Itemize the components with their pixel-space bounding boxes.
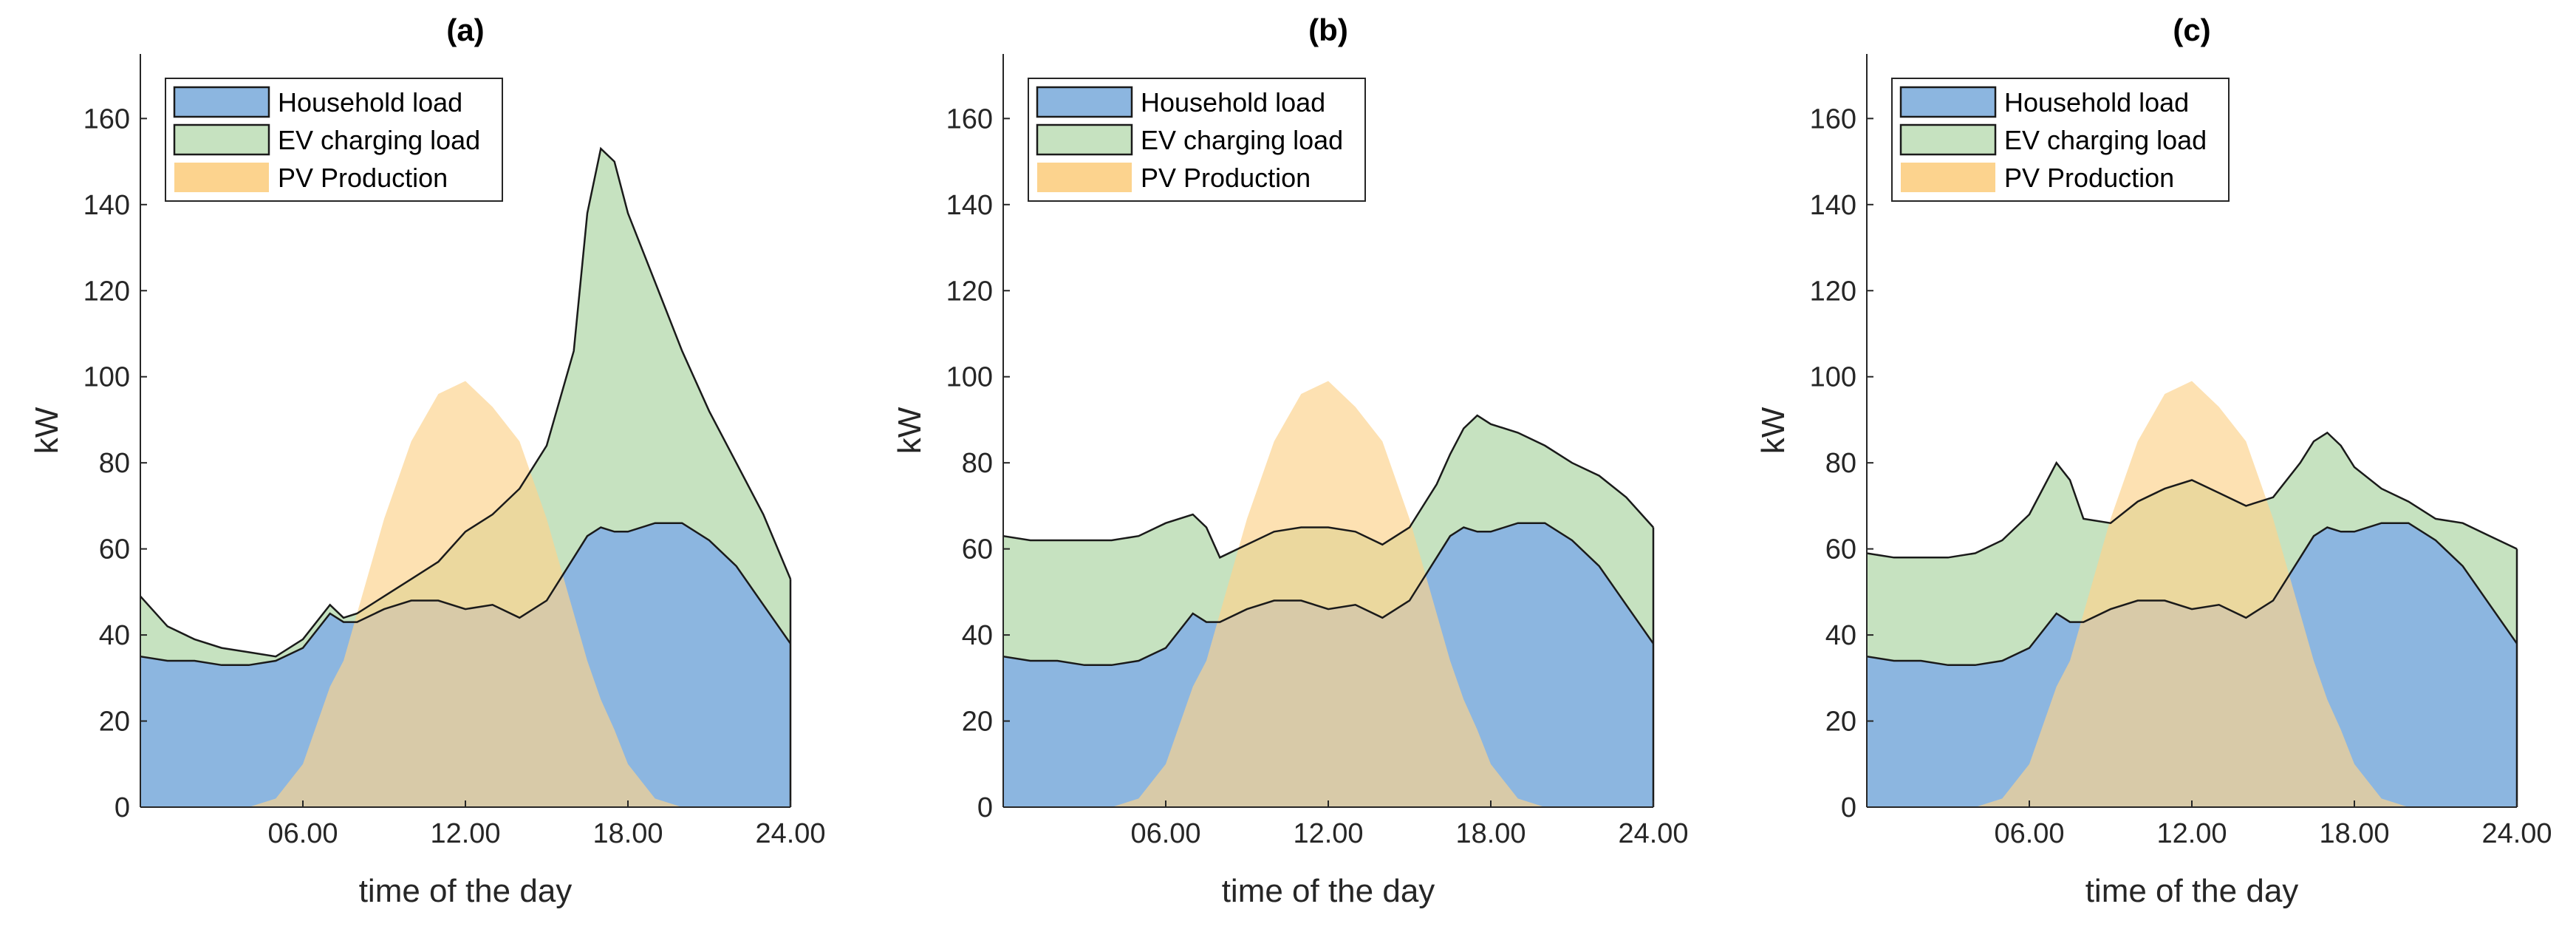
legend: Household load EV charging load PV Product… [165, 78, 503, 202]
legend-swatch [1036, 123, 1133, 156]
x-tick-label: 24.00 [2481, 818, 2552, 849]
legend-label: PV Production [1141, 163, 1311, 193]
y-tick-label: 40 [1825, 620, 1856, 651]
y-tick-label: 0 [977, 792, 993, 823]
y-tick-label: 0 [1841, 792, 1856, 823]
legend-swatch [1036, 86, 1133, 118]
legend-label: Household load [2004, 87, 2189, 118]
line-ev-charging-load [1866, 431, 2518, 559]
legend: Household load EV charging load PV Product… [1028, 78, 1366, 202]
legend-label: EV charging load [2004, 125, 2207, 155]
y-tick-label: 100 [946, 362, 993, 393]
legend-swatch [1899, 86, 1997, 118]
line-ev-charging-load [1002, 414, 1654, 559]
y-tick-label: 140 [83, 190, 130, 221]
y-axis-label: kW [892, 407, 928, 454]
y-tick-label: 60 [99, 534, 130, 565]
area-ev-charging-load [140, 149, 790, 665]
legend: Household load EV charging load PV Product… [1891, 78, 2230, 202]
legend-swatch [173, 123, 270, 156]
x-tick-label: 24.00 [1618, 818, 1688, 849]
y-tick-label: 100 [83, 362, 130, 393]
x-tick-label: 12.00 [2156, 818, 2227, 849]
legend-label: EV charging load [278, 125, 480, 155]
line-household-load [140, 522, 792, 667]
y-tick-label: 140 [1810, 190, 1856, 221]
chart-panel-0: 0 20 40 60 80 100 120 140 160 06.00 12.00 18.00 24.0… [29, 13, 826, 909]
x-tick-label: 12.00 [430, 818, 500, 849]
legend-swatch [1037, 163, 1132, 192]
x-tick-label: 06.00 [1130, 818, 1200, 849]
legend-label: PV Production [2004, 163, 2174, 193]
legend-label: Household load [1141, 87, 1325, 118]
y-tick-label: 20 [962, 707, 993, 738]
y-tick-label: 40 [962, 620, 993, 651]
area-pv-production [1867, 381, 2517, 807]
x-tick-label: 06.00 [267, 818, 338, 849]
y-tick-label: 120 [946, 276, 993, 307]
y-tick-label: 140 [946, 190, 993, 221]
y-tick-label: 80 [962, 448, 993, 479]
x-tick-label: 12.00 [1293, 818, 1363, 849]
y-tick-label: 160 [946, 103, 993, 135]
legend-swatch [1901, 163, 1995, 192]
y-tick-label: 20 [99, 707, 130, 738]
area-pv-production [1003, 381, 1653, 807]
legend-label: EV charging load [1141, 125, 1343, 155]
legend-swatch [174, 163, 269, 192]
line-ev-charging-load [140, 146, 792, 658]
x-axis-label: time of the day [359, 873, 573, 909]
legend-swatch [1899, 123, 1997, 156]
x-tick-label: 18.00 [2319, 818, 2389, 849]
chart-panel-2: 0 20 40 60 80 100 120 140 160 06.00 12.00 18.00 24.0… [1755, 13, 2552, 909]
area-pv-production [140, 381, 790, 807]
y-tick-label: 100 [1810, 362, 1856, 393]
y-tick-label: 160 [1810, 103, 1856, 135]
y-tick-label: 0 [115, 792, 130, 823]
y-axis-label: kW [1755, 407, 1791, 454]
y-tick-label: 40 [99, 620, 130, 651]
x-tick-label: 06.00 [1994, 818, 2064, 849]
legend-swatch [173, 86, 270, 118]
y-tick-label: 20 [1825, 707, 1856, 738]
x-axis-label: time of the day [1222, 873, 1435, 909]
x-tick-label: 24.00 [755, 818, 825, 849]
y-tick-label: 160 [83, 103, 130, 135]
x-tick-label: 18.00 [592, 818, 663, 849]
y-tick-label: 120 [83, 276, 130, 307]
x-axis-label: time of the day [2085, 873, 2299, 909]
y-axis-label: kW [29, 407, 65, 454]
line-household-load [1866, 522, 2518, 667]
y-tick-label: 120 [1810, 276, 1856, 307]
y-tick-label: 80 [1825, 448, 1856, 479]
y-tick-label: 60 [962, 534, 993, 565]
legend-label: PV Production [278, 163, 448, 193]
x-tick-label: 18.00 [1455, 818, 1526, 849]
chart-title: (b) [1308, 13, 1348, 47]
y-tick-label: 60 [1825, 534, 1856, 565]
line-household-load [1002, 522, 1655, 667]
chart-title: (c) [2173, 13, 2210, 47]
y-tick-label: 80 [99, 448, 130, 479]
chart-panel-1: 0 20 40 60 80 100 120 140 160 06.00 12.00 18.00 24.0… [892, 13, 1689, 909]
legend-label: Household load [278, 87, 462, 118]
chart-title: (a) [446, 13, 484, 47]
